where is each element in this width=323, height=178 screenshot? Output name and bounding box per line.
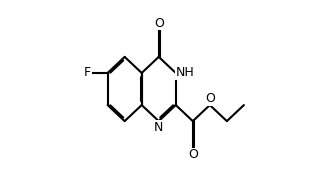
Text: O: O xyxy=(154,17,164,30)
Text: F: F xyxy=(84,66,91,79)
Text: O: O xyxy=(205,92,215,105)
Text: NH: NH xyxy=(176,66,194,79)
Text: N: N xyxy=(154,121,163,134)
Text: O: O xyxy=(188,148,198,161)
